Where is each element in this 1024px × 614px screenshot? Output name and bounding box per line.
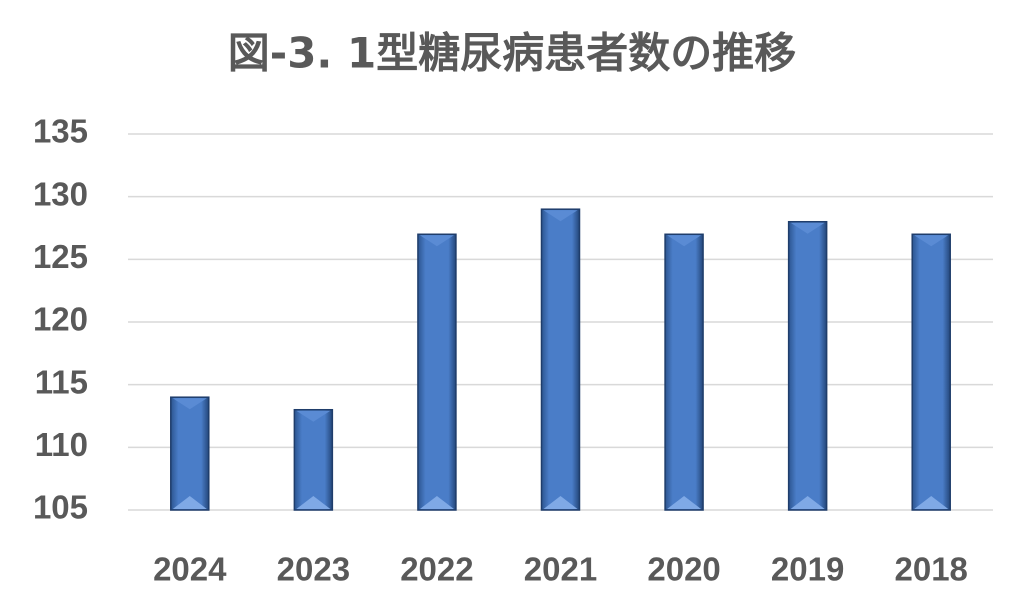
- x-tick-label: 2019: [771, 551, 844, 588]
- chart-title: 図-3. 1型糖尿病患者数の推移: [228, 29, 796, 78]
- bar-bevel: [296, 410, 331, 422]
- bar: [911, 233, 951, 511]
- bar-bevel: [790, 496, 825, 509]
- x-tick-label: 2020: [647, 551, 720, 588]
- x-tick-label: 2023: [277, 551, 350, 588]
- bar: [787, 220, 828, 511]
- y-tick-label: 115: [35, 363, 88, 400]
- bar: [293, 408, 334, 511]
- y-tick-label: 110: [35, 426, 88, 463]
- y-tick-label: 135: [33, 113, 88, 150]
- x-tick-label: 2018: [895, 551, 968, 588]
- y-tick-label: 125: [33, 238, 88, 275]
- bar-bevel: [667, 496, 702, 509]
- x-tick-label: 2024: [153, 551, 227, 588]
- bar-bevel: [543, 496, 578, 509]
- bar-bevel: [419, 496, 454, 509]
- y-tick-label: 105: [33, 489, 88, 526]
- x-tick-label: 2021: [524, 551, 597, 588]
- bar: [417, 233, 457, 511]
- bar-bevel: [419, 235, 454, 247]
- y-tick-label: 130: [33, 175, 88, 212]
- y-tick-label: 120: [33, 301, 88, 338]
- bar-bevel: [172, 496, 207, 509]
- bar: [170, 396, 210, 511]
- bar-bevel: [172, 398, 207, 410]
- bar-bevel: [914, 235, 949, 247]
- x-tick-label: 2022: [400, 551, 473, 588]
- bar-bevel: [543, 210, 578, 222]
- bar-bevel: [667, 235, 702, 247]
- bar-bevel: [790, 222, 825, 234]
- bar: [664, 233, 704, 511]
- bar-bevel: [914, 496, 949, 509]
- bar: [540, 208, 581, 511]
- bar-bevel: [296, 496, 331, 509]
